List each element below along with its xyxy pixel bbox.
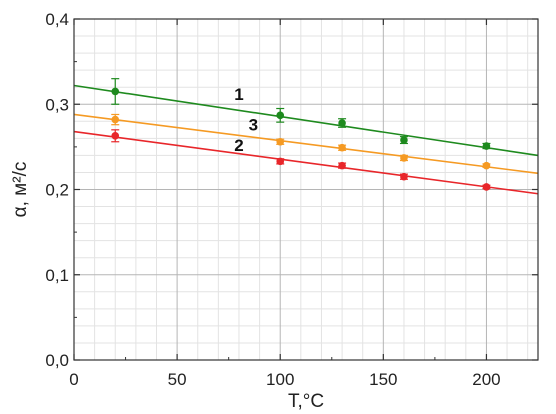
- y-tick-label: 0,2: [45, 181, 69, 200]
- data-point-2: [111, 131, 120, 140]
- x-tick-label: 100: [266, 370, 294, 389]
- data-point-3: [276, 137, 285, 146]
- y-tick-label: 0,0: [45, 351, 69, 370]
- y-tick-label: 0,3: [45, 95, 69, 114]
- data-point-2: [338, 161, 346, 170]
- y-axis-label: α, м²/с: [10, 162, 31, 218]
- data-point-2: [482, 183, 491, 191]
- data-point-1: [338, 119, 346, 127]
- x-axis-label: T,°C: [288, 391, 324, 412]
- y-tick-label: 0,1: [45, 266, 69, 285]
- data-points: [111, 87, 491, 191]
- data-point-1: [111, 87, 120, 96]
- fit-lines: [73, 84, 539, 195]
- fit-line-3: [73, 113, 539, 175]
- fit-line-1: [73, 84, 539, 157]
- series-label-2: 2: [234, 136, 243, 155]
- series-label-3: 3: [249, 116, 258, 135]
- fit-line-2: [73, 130, 539, 195]
- x-tick-label: 50: [168, 370, 187, 389]
- data-point-2: [276, 157, 285, 166]
- y-tick-label: 0,4: [45, 10, 69, 29]
- data-point-1: [400, 136, 408, 144]
- axis-ticks: 0 50 100 150 200 0,0 0,1 0,2 0,3 0,4: [45, 10, 538, 389]
- series-labels: 1 23: [234, 85, 258, 155]
- x-tick-label: 150: [369, 370, 397, 389]
- x-tick-label: 0: [69, 370, 78, 389]
- x-tick-label: 200: [472, 370, 500, 389]
- data-point-1: [482, 142, 491, 150]
- data-point-3: [338, 143, 346, 152]
- series-label-1: 1: [234, 85, 243, 104]
- data-point-3: [482, 161, 491, 170]
- grid: [74, 19, 538, 360]
- data-point-2: [400, 172, 408, 181]
- data-point-3: [400, 154, 408, 162]
- data-point-3: [111, 115, 120, 124]
- data-point-1: [276, 111, 285, 120]
